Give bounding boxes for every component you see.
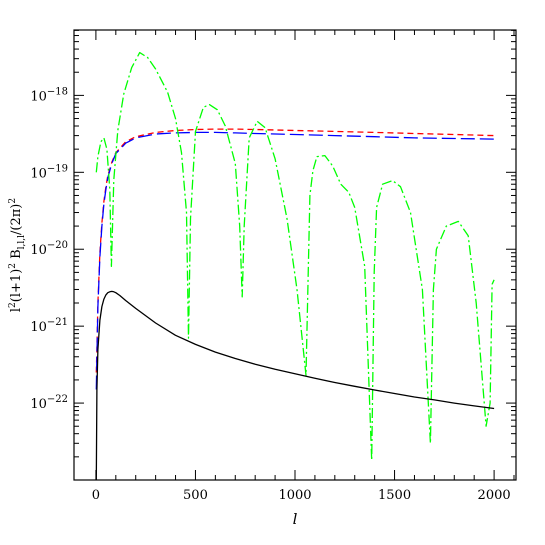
y-axis-label: l2(l+1)2 Bl,l,l/(2π)2 (8, 198, 27, 312)
x-tick-label: 1000 (278, 488, 311, 503)
y-tick-label: 10−22 (30, 394, 68, 412)
axis-tick-labels: 0 500 1000 1500 2000 10−22 10−21 10−20 10−19 10−1… (30, 86, 510, 503)
y-tick-label: 10−21 (30, 317, 68, 335)
series-line-3 (95, 290, 495, 481)
series-line-2 (95, 51, 495, 462)
x-tick-label: 2000 (478, 488, 511, 503)
plot-frame (73, 29, 517, 481)
series-line-1 (95, 131, 495, 390)
series-line-0 (95, 128, 495, 373)
axis-ticks (74, 29, 516, 481)
x-tick-label: 500 (183, 488, 208, 503)
y-tick-label: 10−19 (30, 163, 68, 181)
series-group (95, 51, 495, 481)
x-tick-label: 0 (92, 488, 100, 503)
y-tick-label: 10−18 (30, 86, 68, 104)
x-axis-label: l (293, 510, 298, 528)
y-tick-label: 10−20 (30, 240, 68, 258)
x-tick-label: 1500 (378, 488, 411, 503)
